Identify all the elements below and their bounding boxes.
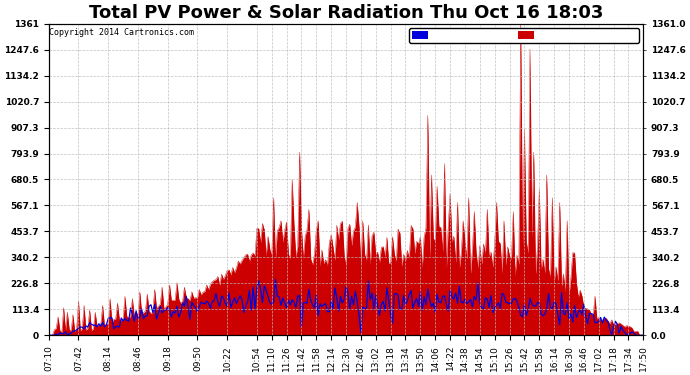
Legend: Radiation (w/m2), PV Panels (DC Watts): Radiation (w/m2), PV Panels (DC Watts) — [409, 28, 639, 43]
Text: Copyright 2014 Cartronics.com: Copyright 2014 Cartronics.com — [50, 28, 195, 38]
Title: Total PV Power & Solar Radiation Thu Oct 16 18:03: Total PV Power & Solar Radiation Thu Oct… — [89, 4, 603, 22]
